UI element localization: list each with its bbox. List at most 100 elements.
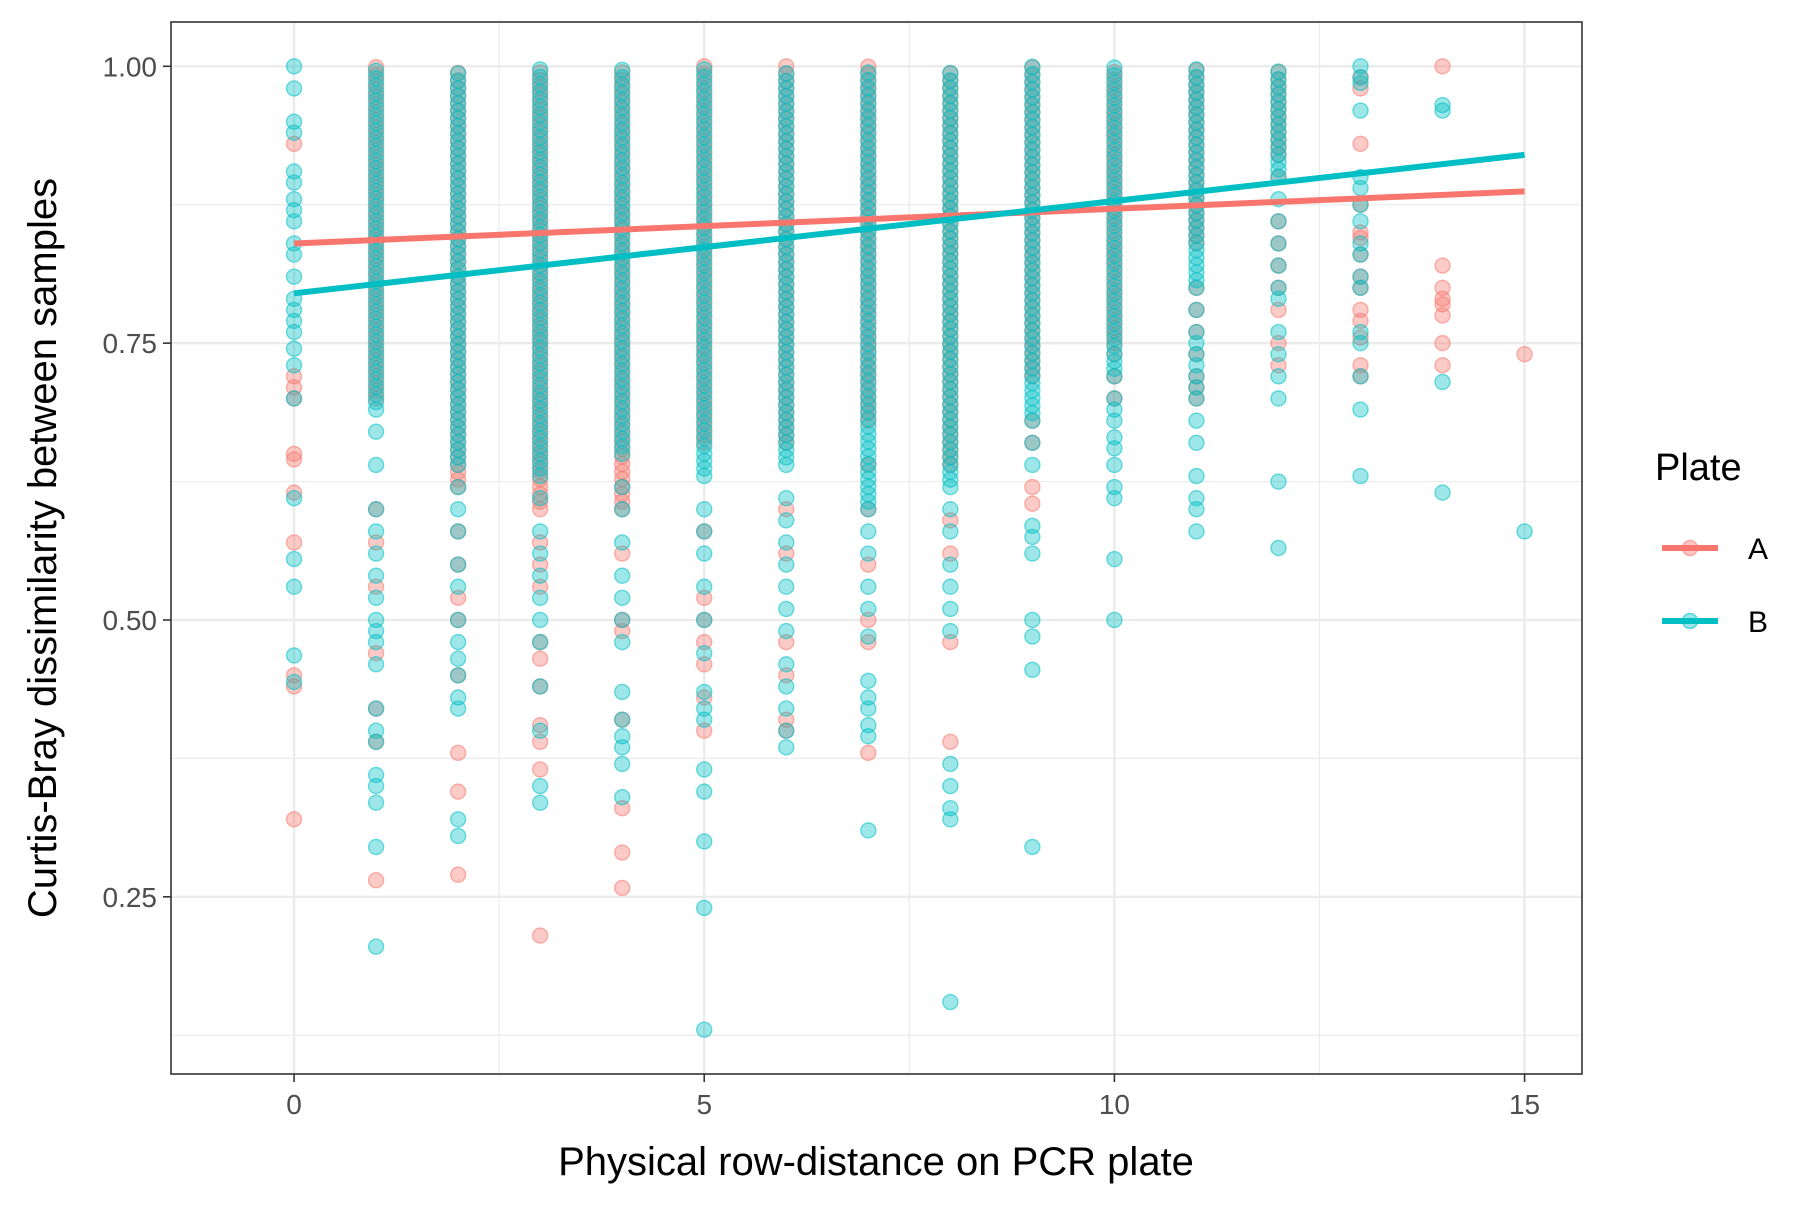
data-point-plate-b — [367, 777, 385, 795]
data-point-plate-b — [778, 722, 795, 739]
x-tick-label: 10 — [1099, 1089, 1130, 1120]
data-point-plate-b — [449, 827, 467, 845]
data-point-plate-b — [1270, 390, 1287, 407]
data-point-plate-b — [696, 783, 713, 800]
data-point-plate-a — [696, 722, 713, 739]
data-point-plate-a — [778, 633, 795, 651]
data-point-plate-a — [285, 484, 303, 501]
data-point-plate-b — [285, 673, 303, 691]
data-point-plate-b — [613, 683, 631, 701]
data-point-plate-a — [1270, 301, 1287, 319]
data-point-plate-b — [1352, 69, 1369, 86]
data-point-plate-a — [942, 512, 959, 529]
data-point-plate-a — [531, 716, 549, 734]
data-point-plate-b — [285, 301, 303, 319]
data-point-plate-b — [613, 589, 631, 607]
data-point-plate-a — [531, 578, 549, 595]
data-point-plate-b — [1106, 611, 1123, 629]
data-point-plate-b — [1024, 661, 1041, 679]
data-point-plate-b — [1434, 373, 1451, 391]
data-point-plate-b — [942, 800, 959, 817]
data-point-plate-a — [1434, 334, 1451, 352]
data-point-plate-b — [613, 478, 631, 496]
data-point-plate-a — [942, 545, 959, 562]
legend-key-point-a — [1681, 539, 1699, 557]
data-point-plate-b — [1270, 213, 1287, 230]
data-point-plate-b — [1188, 334, 1205, 352]
legend-item-b: B — [1662, 606, 1768, 639]
data-points — [285, 58, 1533, 1038]
data-point-plate-b — [860, 628, 877, 645]
data-point-plate-b — [942, 556, 959, 573]
data-point-plate-b — [367, 733, 385, 750]
data-point-plate-a — [1352, 312, 1369, 330]
data-point-plate-b — [449, 611, 467, 629]
data-point-plate-b — [367, 838, 385, 856]
data-point-plate-b — [1024, 58, 1041, 75]
data-point-plate-b — [1188, 379, 1205, 396]
data-point-plate-a — [285, 135, 303, 153]
data-point-plate-a — [285, 811, 303, 828]
data-point-plate-b — [1352, 102, 1369, 119]
data-point-plate-b — [531, 545, 549, 562]
data-point-plate-b — [942, 501, 959, 518]
data-point-plate-b — [1024, 434, 1041, 451]
data-point-plate-a — [367, 578, 385, 595]
data-point-plate-b — [449, 633, 467, 651]
data-point-plate-a — [285, 445, 303, 463]
data-point-plate-b — [1188, 368, 1205, 385]
data-point-plate-b — [1352, 235, 1369, 252]
data-point-plate-b — [1106, 412, 1123, 429]
data-point-plate-a — [1434, 257, 1451, 274]
data-point-plate-a — [449, 589, 467, 607]
data-point-plate-b — [613, 61, 631, 79]
data-point-plate-b — [1352, 246, 1369, 263]
data-point-plate-a — [1516, 346, 1533, 363]
data-point-plate-b — [1352, 368, 1369, 385]
data-point-plate-a — [531, 556, 549, 573]
data-point-plate-a — [1434, 279, 1451, 296]
y-tick-label: 0.50 — [103, 605, 158, 636]
data-point-plate-a — [860, 611, 877, 629]
data-point-plate-a — [531, 650, 549, 667]
data-point-plate-b — [1270, 473, 1287, 490]
data-point-plate-b — [696, 61, 713, 78]
data-point-plate-b — [285, 357, 303, 374]
data-point-plate-a — [1352, 80, 1369, 97]
data-point-plate-b — [696, 545, 713, 562]
data-point-plate-b — [778, 678, 795, 695]
data-point-plate-b — [696, 833, 713, 850]
data-point-plate-a — [1352, 329, 1369, 346]
data-point-plate-b — [613, 728, 631, 745]
data-point-plate-b — [449, 523, 467, 540]
data-point-plate-b — [1270, 63, 1287, 80]
data-point-plate-b — [449, 650, 467, 667]
data-point-plate-b — [367, 722, 385, 739]
data-point-plate-b — [367, 794, 385, 811]
data-point-plate-b — [942, 523, 959, 540]
data-point-plate-b — [1352, 467, 1369, 485]
data-point-plate-b — [1106, 456, 1123, 474]
data-point-plate-b — [1106, 550, 1123, 568]
data-point-plate-b — [696, 645, 713, 662]
data-point-plate-a — [778, 667, 795, 684]
data-point-plate-b — [778, 65, 795, 82]
data-point-plate-b — [1024, 545, 1041, 562]
data-point-plate-b — [531, 722, 549, 739]
data-point-plate-a — [1270, 334, 1287, 352]
data-point-plate-a — [1352, 224, 1369, 241]
data-point-plate-b — [778, 700, 795, 717]
data-point-plate-a — [285, 451, 303, 468]
data-point-plate-b — [1270, 257, 1287, 274]
data-point-plate-b — [942, 811, 959, 828]
data-point-plate-b — [285, 578, 303, 595]
data-point-plate-a — [449, 866, 467, 883]
data-point-plate-b — [1188, 523, 1205, 540]
data-point-plate-b — [942, 993, 959, 1011]
data-point-plate-a — [367, 645, 385, 662]
data-point-plate-b — [1188, 323, 1205, 341]
data-point-plate-b — [367, 545, 385, 562]
data-point-plate-a — [696, 656, 713, 673]
data-point-plate-b — [285, 113, 303, 130]
data-point-plate-a — [1270, 357, 1287, 374]
